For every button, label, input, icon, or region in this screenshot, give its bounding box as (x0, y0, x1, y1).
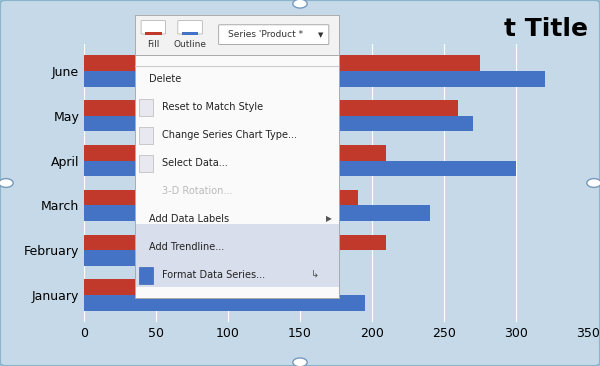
Text: Change Series Chart Type...: Change Series Chart Type... (161, 130, 296, 139)
Bar (84, 235, 386, 250)
Text: Select Data...: Select Data... (161, 158, 227, 168)
Bar (84, 280, 156, 295)
Bar (135, 224, 339, 287)
FancyBboxPatch shape (141, 20, 166, 34)
FancyBboxPatch shape (218, 25, 329, 45)
Bar (84, 205, 430, 221)
Text: Add Data Labels: Add Data Labels (149, 214, 229, 224)
Bar (182, 32, 198, 35)
Bar (84, 295, 365, 311)
Text: Delete: Delete (149, 74, 182, 83)
Bar (145, 32, 161, 35)
Bar (139, 267, 154, 284)
Bar (84, 100, 458, 116)
Text: Fill: Fill (147, 41, 160, 49)
Text: 3-D Rotation...: 3-D Rotation... (161, 186, 232, 195)
Text: ▼: ▼ (318, 32, 323, 38)
Text: Series 'Product *: Series 'Product * (228, 30, 303, 39)
Bar (84, 71, 545, 86)
Text: Add Trendline...: Add Trendline... (149, 242, 224, 251)
Bar (139, 99, 154, 116)
Text: ↳: ↳ (310, 270, 319, 280)
Bar (139, 127, 154, 144)
Text: t Title: t Title (504, 16, 588, 41)
Bar (84, 190, 358, 205)
Bar (139, 155, 154, 172)
Bar (84, 116, 473, 131)
Text: ▶: ▶ (326, 214, 332, 223)
FancyBboxPatch shape (178, 20, 202, 34)
Text: Format Data Series...: Format Data Series... (161, 270, 265, 280)
Bar (84, 250, 307, 266)
Text: Reset to Match Style: Reset to Match Style (161, 102, 263, 112)
Bar (84, 145, 386, 161)
Bar (84, 55, 480, 71)
Text: Outline: Outline (173, 41, 206, 49)
Bar (84, 161, 516, 176)
